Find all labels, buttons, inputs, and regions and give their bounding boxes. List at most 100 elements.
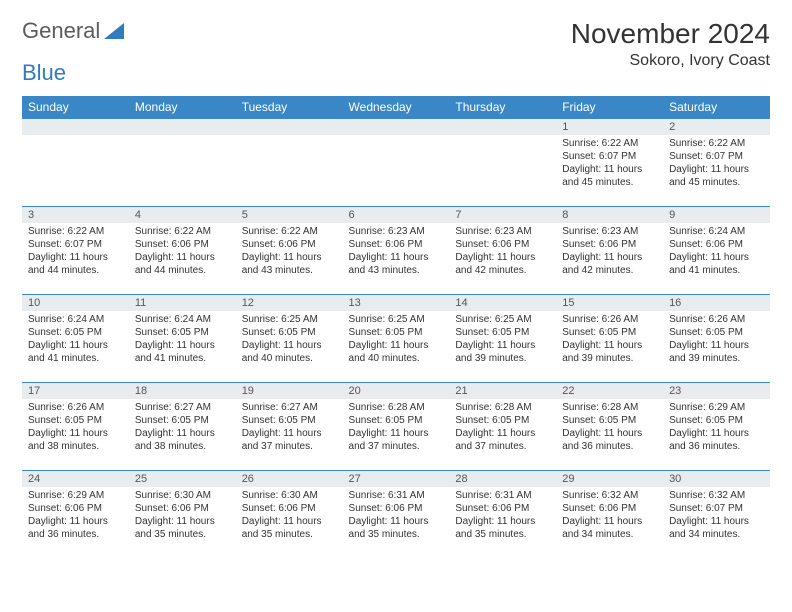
day-cell: 21Sunrise: 6:28 AMSunset: 6:05 PMDayligh… (449, 383, 556, 471)
sunrise-text: Sunrise: 6:26 AM (562, 313, 657, 326)
logo-triangle-icon (104, 23, 124, 39)
day-number: 26 (236, 471, 343, 487)
day-number: 29 (556, 471, 663, 487)
dow-monday: Monday (129, 96, 236, 119)
sunrise-text: Sunrise: 6:23 AM (455, 225, 550, 238)
day-number: 8 (556, 207, 663, 223)
daylight-text: Daylight: 11 hours and 40 minutes. (349, 339, 444, 365)
day-number: 3 (22, 207, 129, 223)
logo-text-2: Blue (22, 60, 66, 86)
day-content: Sunrise: 6:26 AMSunset: 6:05 PMDaylight:… (663, 311, 770, 369)
sunrise-text: Sunrise: 6:24 AM (669, 225, 764, 238)
day-content: Sunrise: 6:22 AMSunset: 6:07 PMDaylight:… (556, 135, 663, 193)
day-number: 7 (449, 207, 556, 223)
day-content: Sunrise: 6:30 AMSunset: 6:06 PMDaylight:… (236, 487, 343, 545)
sunrise-text: Sunrise: 6:30 AM (242, 489, 337, 502)
calendar-table: Sunday Monday Tuesday Wednesday Thursday… (22, 96, 770, 559)
day-cell: 17Sunrise: 6:26 AMSunset: 6:05 PMDayligh… (22, 383, 129, 471)
sunset-text: Sunset: 6:06 PM (349, 502, 444, 515)
day-content: Sunrise: 6:23 AMSunset: 6:06 PMDaylight:… (556, 223, 663, 281)
day-content: Sunrise: 6:24 AMSunset: 6:05 PMDaylight:… (22, 311, 129, 369)
day-cell: 18Sunrise: 6:27 AMSunset: 6:05 PMDayligh… (129, 383, 236, 471)
sunset-text: Sunset: 6:06 PM (455, 238, 550, 251)
sunrise-text: Sunrise: 6:27 AM (135, 401, 230, 414)
sunset-text: Sunset: 6:05 PM (562, 326, 657, 339)
day-number: 10 (22, 295, 129, 311)
sunset-text: Sunset: 6:05 PM (669, 326, 764, 339)
daylight-text: Daylight: 11 hours and 34 minutes. (562, 515, 657, 541)
sunrise-text: Sunrise: 6:29 AM (669, 401, 764, 414)
day-content: Sunrise: 6:22 AMSunset: 6:07 PMDaylight:… (22, 223, 129, 281)
logo-text-1: General (22, 18, 100, 44)
sunset-text: Sunset: 6:06 PM (562, 502, 657, 515)
sunset-text: Sunset: 6:05 PM (28, 326, 123, 339)
sunrise-text: Sunrise: 6:22 AM (669, 137, 764, 150)
day-number: 12 (236, 295, 343, 311)
sunset-text: Sunset: 6:07 PM (562, 150, 657, 163)
day-cell: 27Sunrise: 6:31 AMSunset: 6:06 PMDayligh… (343, 471, 450, 559)
sunset-text: Sunset: 6:05 PM (669, 414, 764, 427)
day-content: Sunrise: 6:29 AMSunset: 6:06 PMDaylight:… (22, 487, 129, 545)
day-number: 11 (129, 295, 236, 311)
sunset-text: Sunset: 6:06 PM (242, 502, 337, 515)
day-cell (129, 119, 236, 207)
day-cell: 5Sunrise: 6:22 AMSunset: 6:06 PMDaylight… (236, 207, 343, 295)
day-number: 16 (663, 295, 770, 311)
day-cell: 25Sunrise: 6:30 AMSunset: 6:06 PMDayligh… (129, 471, 236, 559)
sunset-text: Sunset: 6:06 PM (28, 502, 123, 515)
daylight-text: Daylight: 11 hours and 37 minutes. (349, 427, 444, 453)
daylight-text: Daylight: 11 hours and 39 minutes. (455, 339, 550, 365)
week-row: 24Sunrise: 6:29 AMSunset: 6:06 PMDayligh… (22, 471, 770, 559)
daylight-text: Daylight: 11 hours and 43 minutes. (349, 251, 444, 277)
day-content: Sunrise: 6:28 AMSunset: 6:05 PMDaylight:… (556, 399, 663, 457)
daylight-text: Daylight: 11 hours and 34 minutes. (669, 515, 764, 541)
week-row: 10Sunrise: 6:24 AMSunset: 6:05 PMDayligh… (22, 295, 770, 383)
day-number: 28 (449, 471, 556, 487)
day-cell: 14Sunrise: 6:25 AMSunset: 6:05 PMDayligh… (449, 295, 556, 383)
sunset-text: Sunset: 6:05 PM (349, 326, 444, 339)
sunset-text: Sunset: 6:05 PM (135, 326, 230, 339)
day-content: Sunrise: 6:28 AMSunset: 6:05 PMDaylight:… (449, 399, 556, 457)
daylight-text: Daylight: 11 hours and 41 minutes. (135, 339, 230, 365)
day-content: Sunrise: 6:32 AMSunset: 6:07 PMDaylight:… (663, 487, 770, 545)
sunset-text: Sunset: 6:06 PM (669, 238, 764, 251)
daylight-text: Daylight: 11 hours and 39 minutes. (669, 339, 764, 365)
day-number: 20 (343, 383, 450, 399)
day-content: Sunrise: 6:24 AMSunset: 6:06 PMDaylight:… (663, 223, 770, 281)
week-row: 3Sunrise: 6:22 AMSunset: 6:07 PMDaylight… (22, 207, 770, 295)
day-number: 19 (236, 383, 343, 399)
day-cell: 26Sunrise: 6:30 AMSunset: 6:06 PMDayligh… (236, 471, 343, 559)
day-number (236, 119, 343, 135)
day-number: 23 (663, 383, 770, 399)
day-cell (343, 119, 450, 207)
sunrise-text: Sunrise: 6:31 AM (455, 489, 550, 502)
sunset-text: Sunset: 6:06 PM (349, 238, 444, 251)
dow-tuesday: Tuesday (236, 96, 343, 119)
daylight-text: Daylight: 11 hours and 36 minutes. (562, 427, 657, 453)
day-number: 1 (556, 119, 663, 135)
day-content: Sunrise: 6:27 AMSunset: 6:05 PMDaylight:… (236, 399, 343, 457)
dow-friday: Friday (556, 96, 663, 119)
day-content: Sunrise: 6:32 AMSunset: 6:06 PMDaylight:… (556, 487, 663, 545)
day-number: 22 (556, 383, 663, 399)
sunrise-text: Sunrise: 6:28 AM (455, 401, 550, 414)
dow-thursday: Thursday (449, 96, 556, 119)
day-number: 4 (129, 207, 236, 223)
day-number (449, 119, 556, 135)
sunrise-text: Sunrise: 6:31 AM (349, 489, 444, 502)
day-cell: 24Sunrise: 6:29 AMSunset: 6:06 PMDayligh… (22, 471, 129, 559)
daylight-text: Daylight: 11 hours and 45 minutes. (669, 163, 764, 189)
sunrise-text: Sunrise: 6:22 AM (562, 137, 657, 150)
daylight-text: Daylight: 11 hours and 42 minutes. (562, 251, 657, 277)
sunset-text: Sunset: 6:05 PM (455, 326, 550, 339)
daylight-text: Daylight: 11 hours and 43 minutes. (242, 251, 337, 277)
sunset-text: Sunset: 6:05 PM (242, 326, 337, 339)
dow-saturday: Saturday (663, 96, 770, 119)
day-of-week-row: Sunday Monday Tuesday Wednesday Thursday… (22, 96, 770, 119)
sunrise-text: Sunrise: 6:23 AM (562, 225, 657, 238)
day-cell: 28Sunrise: 6:31 AMSunset: 6:06 PMDayligh… (449, 471, 556, 559)
day-number: 25 (129, 471, 236, 487)
daylight-text: Daylight: 11 hours and 35 minutes. (455, 515, 550, 541)
sunset-text: Sunset: 6:06 PM (242, 238, 337, 251)
day-number: 30 (663, 471, 770, 487)
